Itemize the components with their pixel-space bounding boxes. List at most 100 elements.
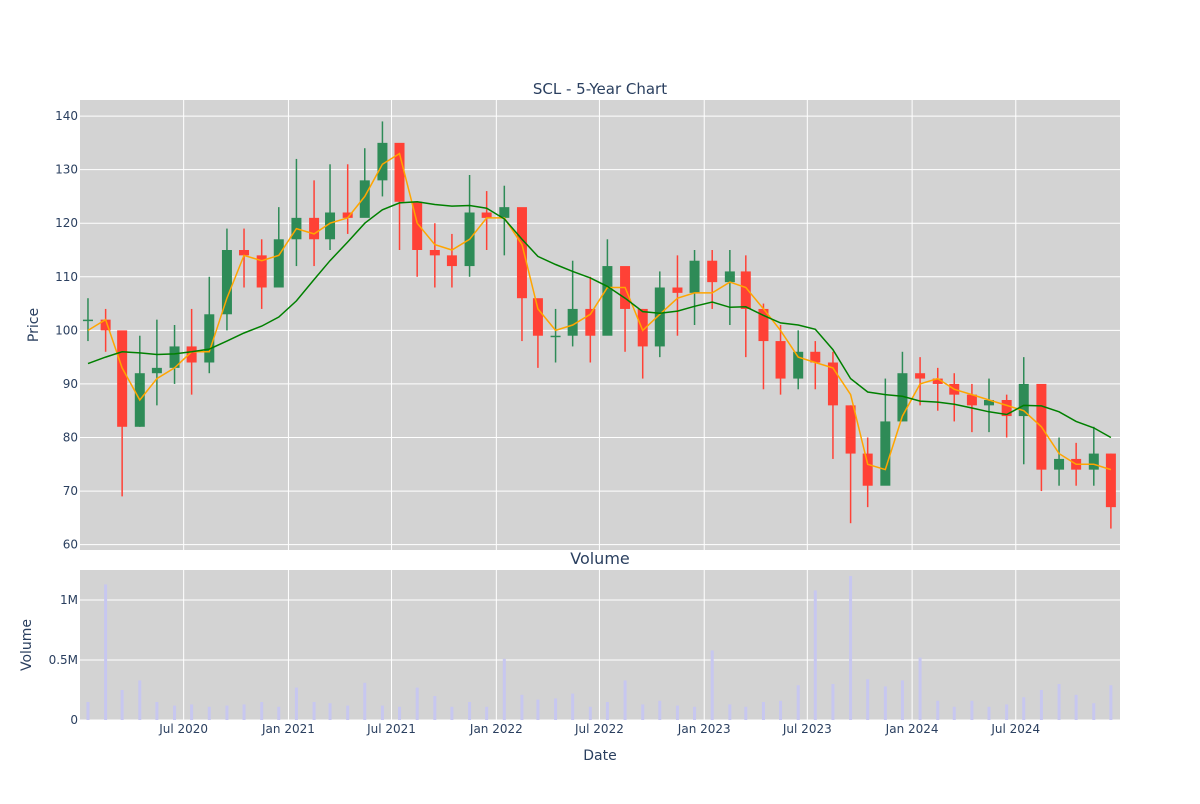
volume-bar bbox=[277, 706, 281, 720]
candle-body bbox=[567, 308, 578, 336]
candle-body bbox=[827, 362, 838, 406]
candle-body bbox=[932, 378, 943, 384]
price-y-tick-label: 110 bbox=[55, 270, 78, 284]
candle-body bbox=[602, 266, 613, 336]
candle-body bbox=[550, 335, 561, 338]
candle-body bbox=[499, 207, 510, 218]
volume-bar bbox=[918, 657, 922, 720]
volume-bar bbox=[744, 706, 748, 720]
volume-gridlines bbox=[80, 570, 1120, 721]
volume-bar bbox=[849, 576, 853, 720]
candle-body bbox=[412, 201, 423, 250]
candle-body bbox=[915, 373, 926, 379]
candle-body bbox=[273, 239, 284, 288]
candle-body bbox=[204, 314, 215, 363]
volume-plot-area bbox=[80, 570, 1120, 720]
volume-bar bbox=[363, 682, 367, 720]
volume-bars bbox=[86, 576, 1113, 720]
candle-body bbox=[740, 271, 751, 309]
candle-body bbox=[1018, 383, 1029, 417]
candle-body bbox=[325, 212, 336, 240]
candle-body bbox=[966, 394, 977, 406]
candle-body bbox=[689, 260, 700, 293]
candle-body bbox=[793, 351, 804, 379]
price-y-tick-label: 130 bbox=[55, 163, 78, 177]
price-y-axis-label: Price bbox=[26, 308, 42, 342]
moving-average-long-line bbox=[87, 201, 1112, 439]
candle-body bbox=[516, 207, 527, 299]
candle-body bbox=[1001, 400, 1012, 417]
candle-body bbox=[82, 319, 93, 322]
volume-bar bbox=[900, 680, 904, 720]
volume-bar bbox=[936, 700, 940, 720]
candle-body bbox=[845, 405, 856, 454]
price-y-tick-label: 80 bbox=[63, 431, 78, 445]
volume-bar bbox=[588, 706, 592, 720]
volume-bar bbox=[1092, 703, 1096, 720]
price-y-tick-label: 60 bbox=[63, 538, 78, 552]
candle-body bbox=[637, 308, 648, 347]
candle-body bbox=[672, 287, 683, 293]
volume-bar bbox=[623, 680, 627, 720]
volume-bar bbox=[468, 702, 472, 720]
volume-bar bbox=[173, 705, 177, 720]
candle-body bbox=[758, 308, 769, 342]
volume-bar bbox=[485, 706, 489, 720]
candle-body bbox=[775, 341, 786, 379]
volume-bar bbox=[658, 700, 662, 720]
volume-bar bbox=[866, 679, 870, 720]
candle-body bbox=[897, 373, 908, 422]
volume-bar bbox=[190, 704, 194, 720]
price-y-axis-ticks: 60 70 80 90 100 110 120 130 140 bbox=[55, 109, 78, 552]
candle-body bbox=[654, 287, 665, 347]
candle-body bbox=[221, 250, 232, 315]
volume-bar bbox=[346, 705, 350, 720]
volume-y-tick-label: 0 bbox=[70, 713, 78, 727]
volume-bar bbox=[260, 702, 264, 720]
x-tick-label: Jan 2024 bbox=[885, 722, 939, 736]
volume-bar bbox=[415, 687, 419, 720]
candle-body bbox=[429, 250, 440, 256]
candle-body bbox=[151, 367, 162, 374]
x-tick-label: Jul 2020 bbox=[158, 722, 208, 736]
volume-bar bbox=[952, 706, 956, 720]
volume-bar bbox=[433, 696, 437, 720]
candle-body bbox=[309, 217, 320, 240]
candle-body bbox=[342, 212, 353, 218]
volume-bar bbox=[225, 705, 229, 720]
candle-body bbox=[1054, 458, 1065, 470]
candle-body bbox=[880, 421, 891, 486]
x-tick-label: Jan 2023 bbox=[677, 722, 731, 736]
volume-y-tick-label: 1M bbox=[60, 593, 78, 607]
x-tick-label: Jul 2022 bbox=[574, 722, 624, 736]
candle-body bbox=[481, 212, 492, 218]
candle-body bbox=[585, 308, 596, 336]
candle-body bbox=[724, 271, 735, 283]
x-tick-label: Jul 2024 bbox=[990, 722, 1040, 736]
candle-body bbox=[256, 255, 267, 288]
price-y-tick-label: 100 bbox=[55, 323, 78, 337]
volume-bar bbox=[1057, 684, 1061, 720]
volume-bar bbox=[813, 590, 817, 720]
volume-bar bbox=[520, 694, 524, 720]
volume-bar bbox=[104, 584, 108, 720]
volume-y-axis-ticks: 0 0.5M 1M bbox=[49, 593, 78, 727]
x-tick-label: Jan 2022 bbox=[469, 722, 523, 736]
candle-body bbox=[239, 250, 250, 256]
candle-body bbox=[394, 142, 405, 202]
volume-bar bbox=[155, 702, 159, 720]
volume-bar bbox=[328, 703, 332, 720]
x-tick-label: Jul 2023 bbox=[782, 722, 832, 736]
volume-y-tick-label: 0.5M bbox=[49, 653, 78, 667]
volume-bar bbox=[779, 700, 783, 720]
volume-bar bbox=[761, 702, 765, 720]
volume-bar bbox=[710, 650, 714, 720]
volume-bar bbox=[398, 706, 402, 720]
volume-bar bbox=[312, 702, 316, 720]
date-x-axis-ticks: Jul 2020 Jan 2021 Jul 2021 Jan 2022 Jul 2022… bbox=[158, 722, 1040, 736]
candle-body bbox=[532, 298, 543, 336]
price-y-tick-label: 70 bbox=[63, 484, 78, 498]
volume-bar bbox=[987, 706, 991, 720]
candle-body bbox=[1088, 453, 1099, 470]
